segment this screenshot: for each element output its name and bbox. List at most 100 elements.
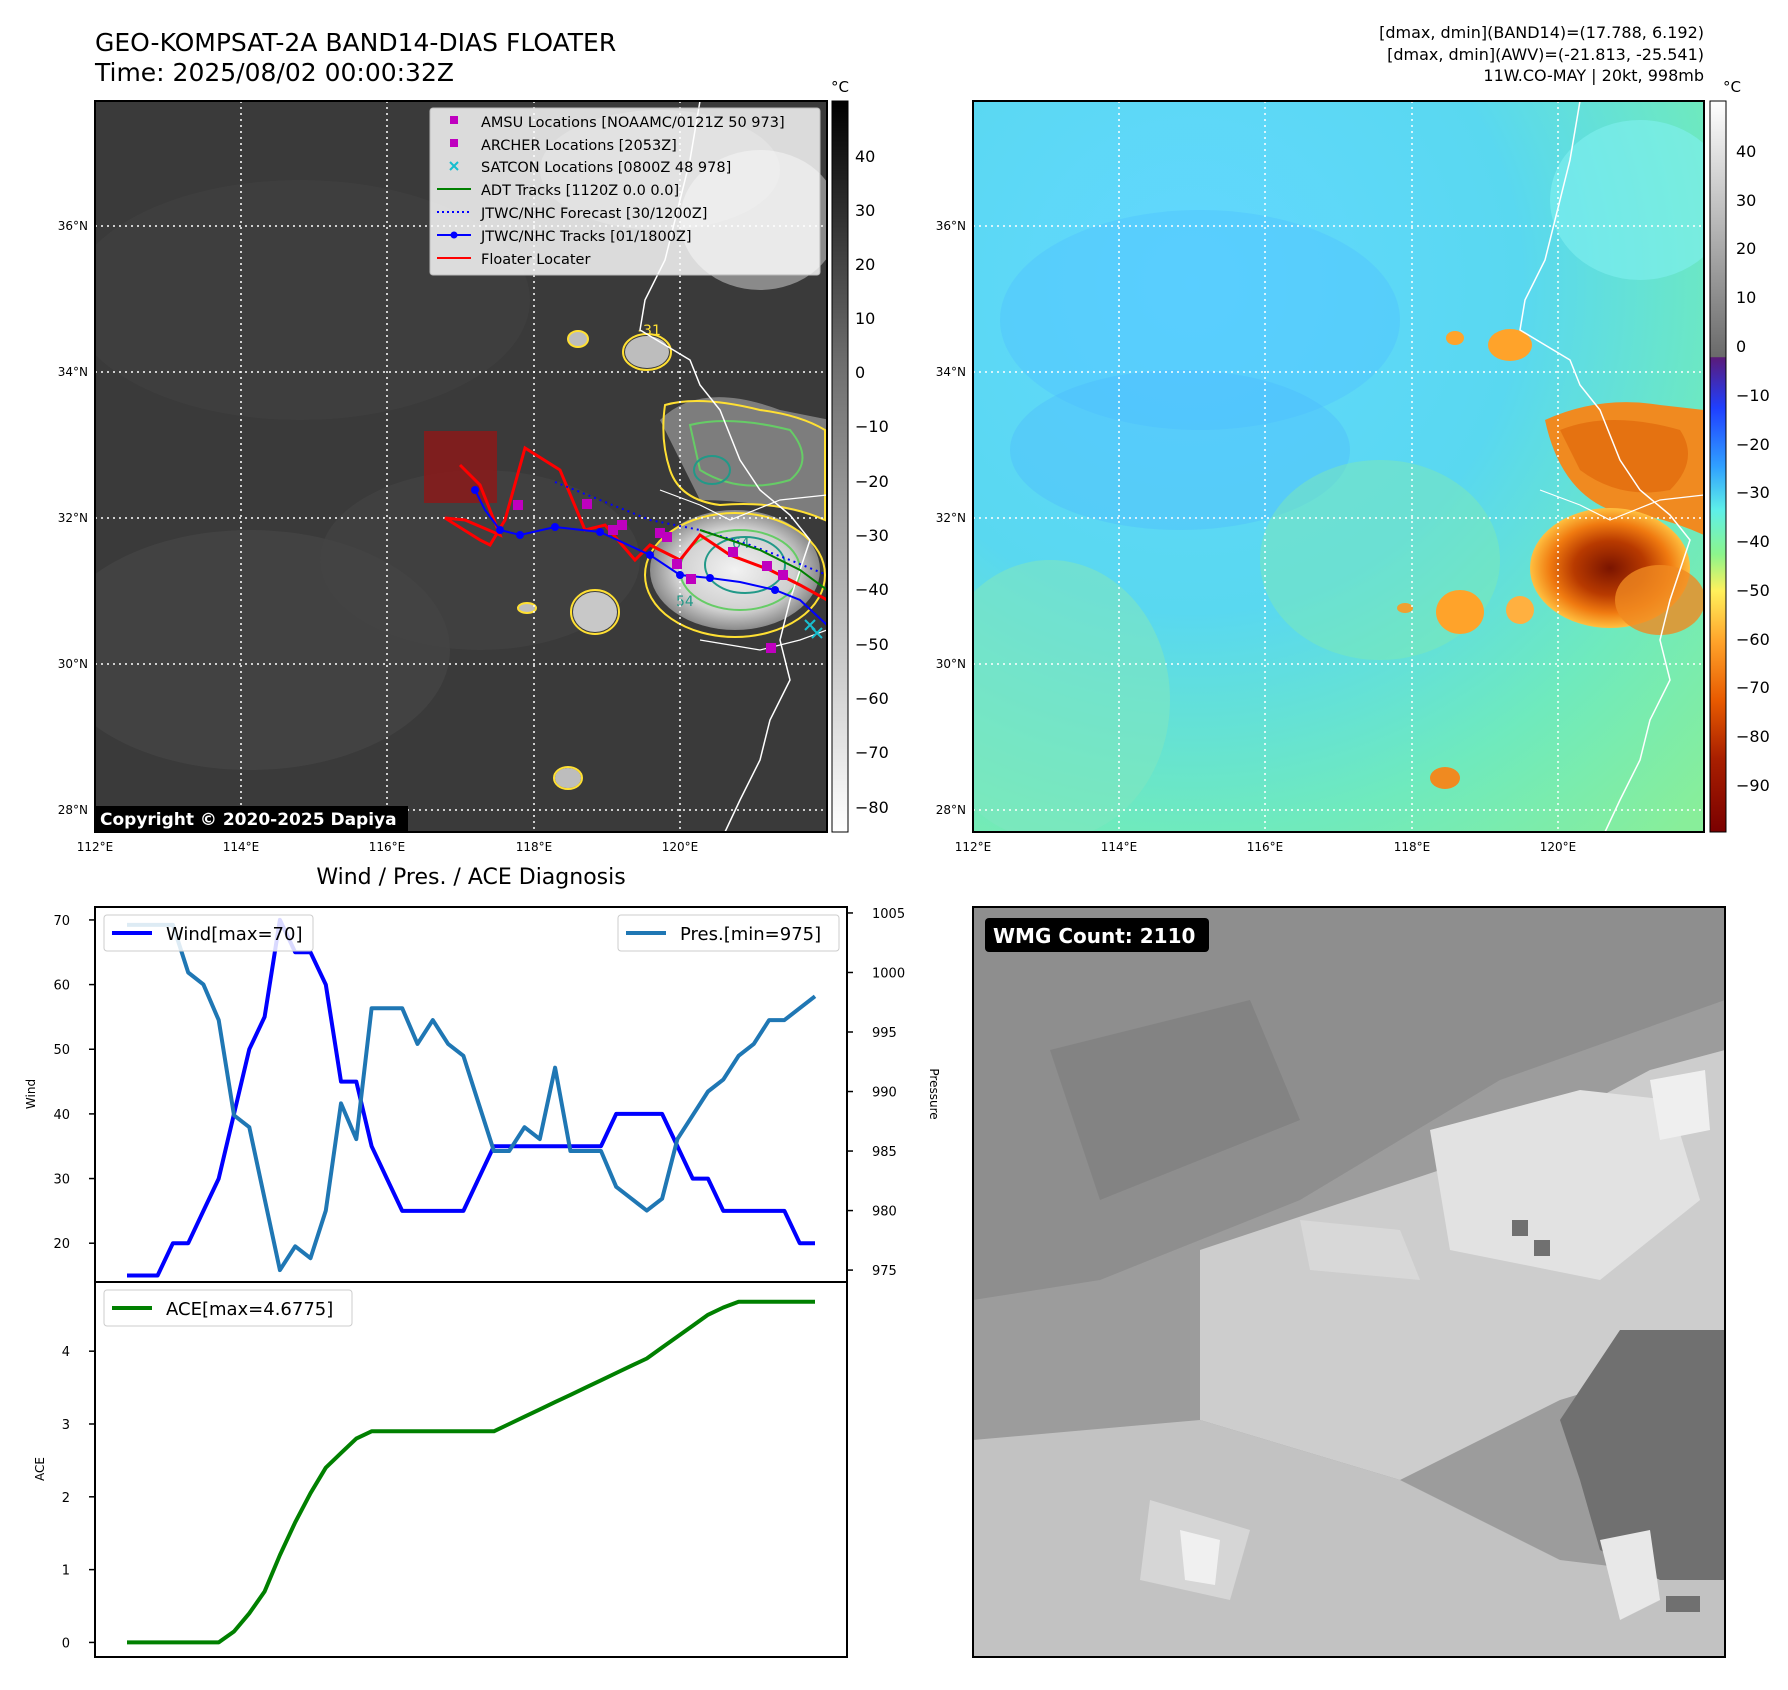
- awv-map-frame: [972, 100, 1705, 833]
- awv-lon-labels: 112°E 114°E 116°E 118°E 120°E: [955, 840, 1577, 854]
- awv-cb-tick-20: 20: [1736, 239, 1756, 258]
- awv-cb-tick-m40: −40: [1736, 532, 1770, 551]
- legend-archer-marker: [450, 139, 458, 147]
- ir-lon-112: 112°E: [77, 840, 114, 854]
- info-storm: 11W.CO-MAY | 20kt, 998mb: [1483, 66, 1704, 85]
- awv-cb-tick-m90: −90: [1736, 776, 1770, 795]
- awv-lat-36: 36°N: [936, 219, 966, 233]
- ace-ylabel: ACE: [33, 1457, 47, 1481]
- wind-tick-label: 30: [53, 1173, 70, 1188]
- wind-tick-label: 20: [53, 1237, 70, 1252]
- pressure-tick-label: 975: [872, 1264, 897, 1279]
- jtwc-forecast-track: [554, 481, 827, 576]
- ir-cb-tick-m20: −20: [855, 472, 889, 491]
- ir-lon-114: 114°E: [223, 840, 260, 854]
- ace-tick-label: 3: [62, 1418, 70, 1433]
- ir-lat-28: 28°N: [58, 803, 88, 817]
- awv-lon-118: 118°E: [1394, 840, 1431, 854]
- awv-lon-120: 120°E: [1540, 840, 1577, 854]
- legend-satcon-marker: [449, 161, 459, 171]
- ir-map-frame: [94, 100, 828, 833]
- ir-cb-tick-10: 10: [855, 309, 875, 328]
- ace-chart-frame: [94, 1281, 848, 1658]
- pressure-tick-label: 980: [872, 1205, 897, 1220]
- ace-y-ticks: 0 1 2 3 4: [62, 1345, 95, 1651]
- wind-series-line: [127, 917, 815, 1278]
- ir-lat-labels: 36°N 34°N 32°N 30°N 28°N: [58, 219, 88, 817]
- ir-cb-tick-20: 20: [855, 255, 875, 274]
- ace-tick-label: 1: [62, 1564, 70, 1579]
- ir-colorbar: °C 40 30 20 10 0 −10 −20 −30 −40 −50 −60…: [831, 78, 889, 833]
- awv-map-panel: 36°N 34°N 32°N 30°N 28°N 112°E 114°E 116…: [936, 78, 1770, 854]
- ace-tick-label: 2: [62, 1491, 70, 1506]
- info-band14: [dmax, dmin](BAND14)=(17.788, 6.192): [1379, 23, 1704, 42]
- ir-cb-tick-m10: −10: [855, 417, 889, 436]
- legend-satcon: SATCON Locations [0800Z 48 978]: [481, 160, 731, 176]
- ir-cb-tick-30: 30: [855, 201, 875, 220]
- contour-label-3: 54: [676, 594, 694, 610]
- figure-time: Time: 2025/08/02 00:00:32Z: [94, 58, 454, 87]
- amsu-archer-markers: [513, 499, 788, 653]
- legend-tracks: JTWC/NHC Tracks [01/1800Z]: [480, 229, 692, 245]
- wind-tick-label: 50: [53, 1043, 70, 1058]
- ir-lon-120: 120°E: [662, 840, 699, 854]
- wind-tick-label: 60: [53, 979, 70, 994]
- ir-colorbar-unit: °C: [831, 78, 849, 96]
- awv-cb-tick-m10: −10: [1736, 386, 1770, 405]
- ir-cb-tick-m50: −50: [855, 635, 889, 654]
- awv-cb-tick-m50: −50: [1736, 581, 1770, 600]
- info-awv: [dmax, dmin](AWV)=(-21.813, -25.541): [1387, 45, 1704, 64]
- pressure-y-ticks: 975 980 985 990 995 1000 1005: [847, 907, 905, 1279]
- legend-archer: ARCHER Locations [2053Z]: [481, 138, 677, 154]
- awv-cb-tick-40: 40: [1736, 142, 1756, 161]
- ir-map-panel: -31 64 54: [58, 78, 889, 854]
- ace-legend: ACE[max=4.6775]: [103, 1289, 353, 1327]
- awv-cb-tick-10: 10: [1736, 288, 1756, 307]
- awv-lat-28: 28°N: [936, 803, 966, 817]
- wmg-imagery: [973, 907, 1725, 1657]
- ir-cb-tick-m30: −30: [855, 526, 889, 545]
- awv-cb-tick-0: 0: [1736, 337, 1746, 356]
- awv-colorbar-unit: °C: [1723, 78, 1741, 96]
- ir-lon-118: 118°E: [516, 840, 553, 854]
- pressure-series-line: [127, 922, 817, 1273]
- awv-lon-114: 114°E: [1101, 840, 1138, 854]
- ir-cb-tick-m70: −70: [855, 743, 889, 762]
- awv-cb-tick-m20: −20: [1736, 435, 1770, 454]
- awv-cb-tick-30: 30: [1736, 191, 1756, 210]
- adt-track: [699, 529, 827, 591]
- satcon-markers: [804, 619, 823, 639]
- wind-tick-label: 70: [53, 914, 70, 929]
- ace-series-line: [127, 1299, 815, 1645]
- pressure-tick-label: 1000: [872, 966, 905, 981]
- awv-lon-116: 116°E: [1247, 840, 1284, 854]
- ir-lat-36: 36°N: [58, 219, 88, 233]
- awv-lat-labels: 36°N 34°N 32°N 30°N 28°N: [936, 219, 966, 817]
- ir-lat-30: 30°N: [58, 657, 88, 671]
- awv-gridlines: [973, 101, 1704, 832]
- awv-lat-30: 30°N: [936, 657, 966, 671]
- pressure-ylabel: Pressure: [927, 1068, 941, 1119]
- wind-legend-label: Wind[max=70]: [166, 924, 303, 945]
- awv-lon-112: 112°E: [955, 840, 992, 854]
- ace-tick-label: 4: [62, 1345, 70, 1360]
- contour-label-1: -31: [638, 323, 661, 339]
- diagnosis-title: Wind / Pres. / ACE Diagnosis: [316, 865, 625, 890]
- awv-colorbar: °C 40 30 20 10 0 −10 −20 −30 −40 −50 −60…: [1709, 78, 1770, 833]
- figure-title: GEO-KOMPSAT-2A BAND14-DIAS FLOATER: [95, 28, 616, 57]
- legend-tracks-dot: [450, 231, 458, 239]
- ace-chart: 0 1 2 3 4 ACE ACE[max=4.6775]: [33, 1281, 848, 1658]
- wind-tick-label: 40: [53, 1108, 70, 1123]
- pressure-legend-label: Pres.[min=975]: [680, 924, 821, 945]
- pressure-tick-label: 1005: [872, 907, 905, 922]
- wind-pres-chart: Wind / Pres. / ACE Diagnosis 20 30 40 50 60 7…: [24, 865, 941, 1283]
- ir-lat-32: 32°N: [58, 511, 88, 525]
- awv-cb-tick-m70: −70: [1736, 678, 1770, 697]
- copyright-box: [95, 806, 408, 832]
- wmg-label-box: [985, 918, 1209, 952]
- legend-floater: Floater Locater: [481, 252, 590, 268]
- awv-imagery: [973, 101, 1704, 832]
- wind-ylabel: Wind: [24, 1079, 38, 1109]
- legend-adt: ADT Tracks [1120Z 0.0 0.0]: [481, 183, 679, 199]
